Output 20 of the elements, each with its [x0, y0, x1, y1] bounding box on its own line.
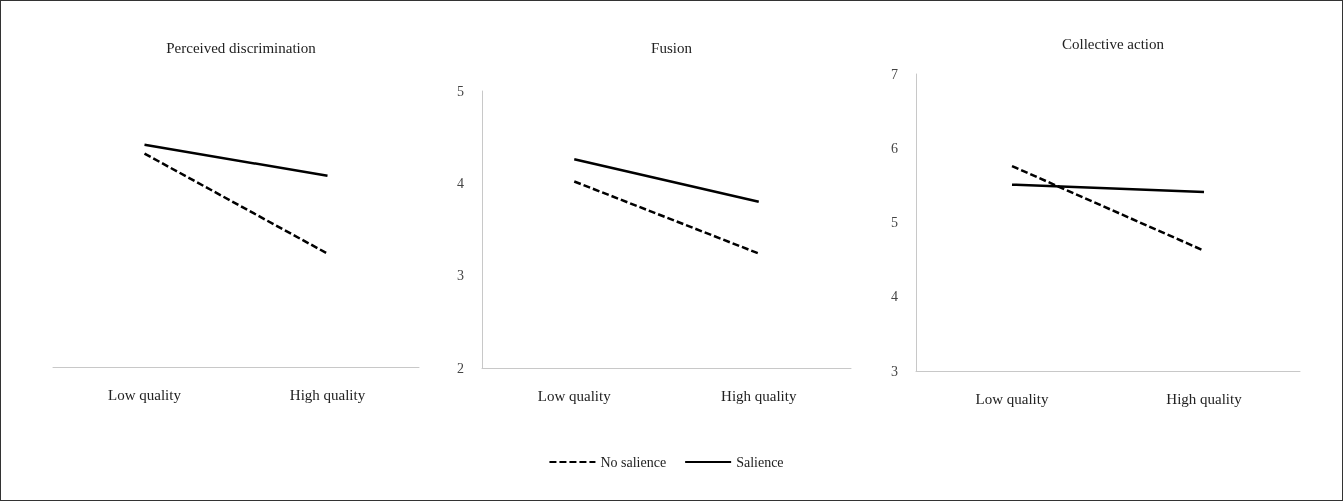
chart-title: Perceived discrimination [166, 39, 317, 56]
chart-title: Collective action [1061, 35, 1165, 52]
y-tick-label: 7 [891, 66, 898, 82]
x-tick-label: High quality [289, 386, 366, 403]
x-tick-label: Low quality [108, 386, 182, 403]
y-tick-label: 2 [457, 360, 464, 376]
chart-title: Fusion [651, 39, 693, 56]
y-tick-label: 5 [891, 215, 898, 230]
y-tick-label: 3 [891, 363, 898, 379]
y-tick-label: 4 [457, 175, 464, 191]
y-tick-label: 5 [457, 83, 464, 99]
y-tick-label: 6 [891, 140, 898, 156]
x-tick-label: Low quality [975, 390, 1049, 407]
y-tick-label: 4 [891, 289, 898, 305]
x-tick-label: High quality [721, 387, 797, 404]
x-tick-label: High quality [1166, 390, 1243, 407]
x-tick-label: Low quality [537, 387, 612, 404]
y-tick-label: 3 [457, 268, 464, 284]
legend-label: No salience [600, 454, 667, 470]
legend-label: Salience [736, 454, 784, 470]
